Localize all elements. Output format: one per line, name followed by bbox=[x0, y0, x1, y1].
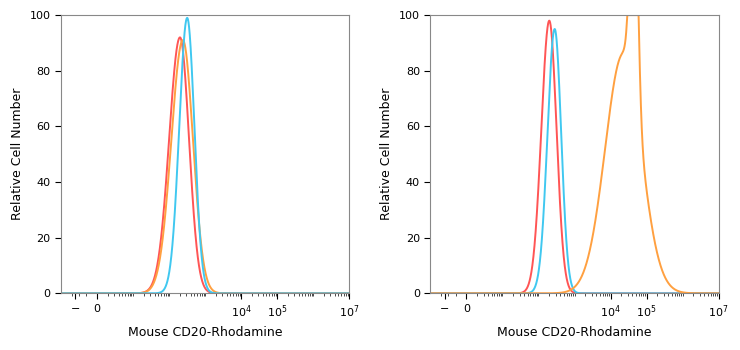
X-axis label: Mouse CD20-Rhodamine: Mouse CD20-Rhodamine bbox=[128, 326, 283, 339]
X-axis label: Mouse CD20-Rhodamine: Mouse CD20-Rhodamine bbox=[497, 326, 652, 339]
Y-axis label: Relative Cell Number: Relative Cell Number bbox=[380, 88, 394, 220]
Y-axis label: Relative Cell Number: Relative Cell Number bbox=[11, 88, 24, 220]
